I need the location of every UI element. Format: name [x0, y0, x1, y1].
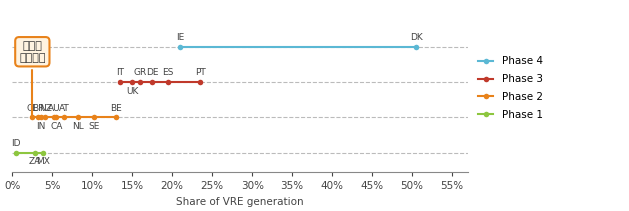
Text: BR: BR: [31, 104, 44, 113]
Text: CA: CA: [50, 122, 62, 131]
Text: PT: PT: [195, 68, 206, 77]
Text: ID: ID: [11, 139, 21, 148]
Text: IE: IE: [176, 33, 184, 42]
Text: ES: ES: [162, 68, 174, 77]
Text: CL: CL: [26, 104, 38, 113]
Text: MX: MX: [36, 157, 50, 166]
Text: UK: UK: [126, 87, 138, 96]
Text: NZ: NZ: [39, 104, 52, 113]
Text: GR: GR: [133, 68, 147, 77]
Text: DK: DK: [409, 33, 423, 42]
Text: SE: SE: [88, 122, 99, 131]
Text: 日本は
この辺り: 日本は この辺り: [19, 41, 45, 117]
Text: NL: NL: [72, 122, 84, 131]
Text: AT: AT: [59, 104, 70, 113]
Text: ZA: ZA: [28, 157, 41, 166]
Text: IN: IN: [36, 122, 46, 131]
Text: IT: IT: [116, 68, 125, 77]
Text: BE: BE: [111, 104, 122, 113]
Text: AU: AU: [48, 104, 60, 113]
Text: DE: DE: [146, 68, 159, 77]
Legend: Phase 4, Phase 3, Phase 2, Phase 1: Phase 4, Phase 3, Phase 2, Phase 1: [478, 57, 543, 120]
X-axis label: Share of VRE generation: Share of VRE generation: [176, 197, 304, 207]
